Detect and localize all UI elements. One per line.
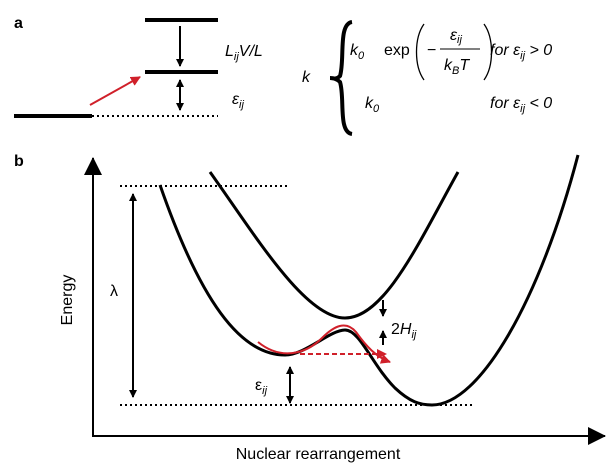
condition: for εij > 0 [490, 42, 552, 62]
text-part: ε [450, 27, 458, 44]
epsilon-label: εij [255, 377, 268, 397]
coupling-label: 2Hij [391, 321, 417, 341]
text-part: ij [411, 329, 416, 341]
exp: exp [384, 42, 410, 59]
upper-surface [208, 171, 460, 320]
numerator: εij [450, 27, 462, 46]
paren [415, 23, 425, 81]
adiabatic-path [257, 324, 391, 364]
text-part: ε [255, 377, 262, 394]
text-part: T [459, 57, 470, 74]
lower-surface [158, 154, 580, 407]
text-part: 2 [391, 321, 400, 338]
y-axis-label: Energy [59, 275, 76, 326]
condition: for εij < 0 [490, 95, 552, 115]
text-part: L [225, 43, 234, 60]
panel-label: b [14, 153, 24, 170]
epsilon-label: εij [232, 91, 244, 111]
text-part: ε [232, 91, 240, 108]
text-part: ij [262, 385, 267, 397]
text-part: k [350, 42, 359, 59]
prefactor: k0 [350, 42, 365, 62]
x-axis-label: Nuclear rearrangement [236, 446, 401, 463]
text-part: ij [520, 50, 525, 62]
text-part: for ε [490, 42, 521, 59]
text-part: B [452, 65, 459, 77]
text-part: k [444, 57, 453, 74]
text-part: ij [239, 99, 244, 111]
text-part: ij [234, 51, 239, 63]
minus: − [427, 42, 436, 59]
text-part: < 0 [525, 95, 552, 112]
transfer-arrow [89, 76, 141, 106]
prefactor: k0 [365, 95, 380, 115]
text-part: 0 [358, 50, 365, 62]
paren [483, 23, 493, 81]
panel-label: a [14, 15, 23, 32]
text-part: H [400, 321, 412, 338]
brace [329, 20, 353, 136]
denominator: kBT [444, 57, 470, 77]
text-part: V/L [239, 43, 263, 60]
text-part: 0 [373, 103, 380, 115]
text-part: k [365, 95, 374, 112]
text-part: ij [457, 34, 462, 46]
gap-label: LijV/L [225, 43, 263, 63]
lambda-label: λ [110, 283, 118, 300]
text-part: for ε [490, 95, 521, 112]
rate-symbol: k [302, 69, 311, 86]
text-part: ij [520, 103, 525, 115]
text-part: > 0 [525, 42, 552, 59]
